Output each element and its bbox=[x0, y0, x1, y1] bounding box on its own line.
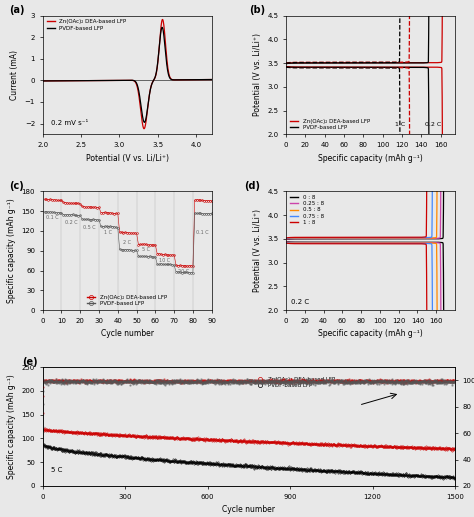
Text: (a): (a) bbox=[9, 5, 24, 15]
X-axis label: Cycle number: Cycle number bbox=[222, 505, 275, 514]
Text: (c): (c) bbox=[9, 181, 24, 191]
X-axis label: Potential (V vs. Li/Li⁺): Potential (V vs. Li/Li⁺) bbox=[86, 154, 169, 162]
Text: (b): (b) bbox=[249, 5, 265, 15]
Legend: 0 : 8, 0.25 : 8, 0.5 : 8, 0.75 : 8, 1 : 8: 0 : 8, 0.25 : 8, 0.5 : 8, 0.75 : 8, 1 : … bbox=[289, 194, 325, 226]
Y-axis label: Potential (V vs. Li/Li⁺): Potential (V vs. Li/Li⁺) bbox=[253, 209, 262, 292]
Text: 5 C: 5 C bbox=[142, 247, 150, 252]
Legend: Zn(OAc)₂ DEA-based LFP, PVDF-based LFP: Zn(OAc)₂ DEA-based LFP, PVDF-based LFP bbox=[86, 294, 168, 308]
Text: 0.2 C: 0.2 C bbox=[64, 220, 77, 225]
Y-axis label: Potential (V vs. Li/Li⁺): Potential (V vs. Li/Li⁺) bbox=[253, 34, 262, 116]
X-axis label: Cycle number: Cycle number bbox=[100, 329, 154, 338]
Text: 0.1 C: 0.1 C bbox=[46, 215, 58, 220]
Text: 2 C: 2 C bbox=[123, 240, 131, 245]
Legend: Zn(OAc)₂ DEA-based LFP, PVDF-based LFP: Zn(OAc)₂ DEA-based LFP, PVDF-based LFP bbox=[255, 376, 337, 389]
Y-axis label: Current (mA): Current (mA) bbox=[10, 50, 19, 100]
Text: 0.2 C: 0.2 C bbox=[425, 122, 441, 127]
Text: 1 C: 1 C bbox=[104, 230, 112, 235]
X-axis label: Specific capacity (mAh g⁻¹): Specific capacity (mAh g⁻¹) bbox=[318, 329, 423, 338]
Text: 0.5 C: 0.5 C bbox=[83, 225, 96, 230]
Y-axis label: Specific capacity (mAh g⁻¹): Specific capacity (mAh g⁻¹) bbox=[7, 199, 16, 303]
Text: 0.2 mV s⁻¹: 0.2 mV s⁻¹ bbox=[51, 120, 88, 126]
Text: 20 C: 20 C bbox=[178, 269, 189, 274]
Text: (d): (d) bbox=[244, 181, 260, 191]
Legend: Zn(OAc)₂ DEA-based LFP, PVDF-based LFP: Zn(OAc)₂ DEA-based LFP, PVDF-based LFP bbox=[46, 18, 128, 32]
Legend: Zn(OAc)₂ DEA-based LFP, PVDF-based LFP: Zn(OAc)₂ DEA-based LFP, PVDF-based LFP bbox=[289, 118, 371, 131]
Text: 1 C: 1 C bbox=[395, 122, 405, 127]
Text: 0.1 C: 0.1 C bbox=[196, 230, 209, 235]
Text: (e): (e) bbox=[22, 357, 37, 367]
Y-axis label: Specific capacity (mAh g⁻¹): Specific capacity (mAh g⁻¹) bbox=[7, 374, 16, 479]
X-axis label: Specific capacity (mAh g⁻¹): Specific capacity (mAh g⁻¹) bbox=[318, 154, 423, 162]
Text: 5 C: 5 C bbox=[51, 467, 62, 473]
Text: 0.2 C: 0.2 C bbox=[291, 299, 309, 305]
Text: 10 C: 10 C bbox=[159, 258, 170, 263]
